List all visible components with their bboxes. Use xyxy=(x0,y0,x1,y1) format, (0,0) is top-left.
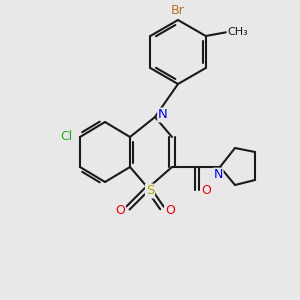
Text: N: N xyxy=(213,169,223,182)
Text: Br: Br xyxy=(171,4,185,17)
Text: Cl: Cl xyxy=(60,130,72,143)
Text: N: N xyxy=(158,109,168,122)
Text: O: O xyxy=(165,203,175,217)
Text: CH₃: CH₃ xyxy=(227,27,248,37)
Text: O: O xyxy=(115,203,125,217)
Text: O: O xyxy=(201,184,211,196)
Text: S: S xyxy=(146,184,154,197)
